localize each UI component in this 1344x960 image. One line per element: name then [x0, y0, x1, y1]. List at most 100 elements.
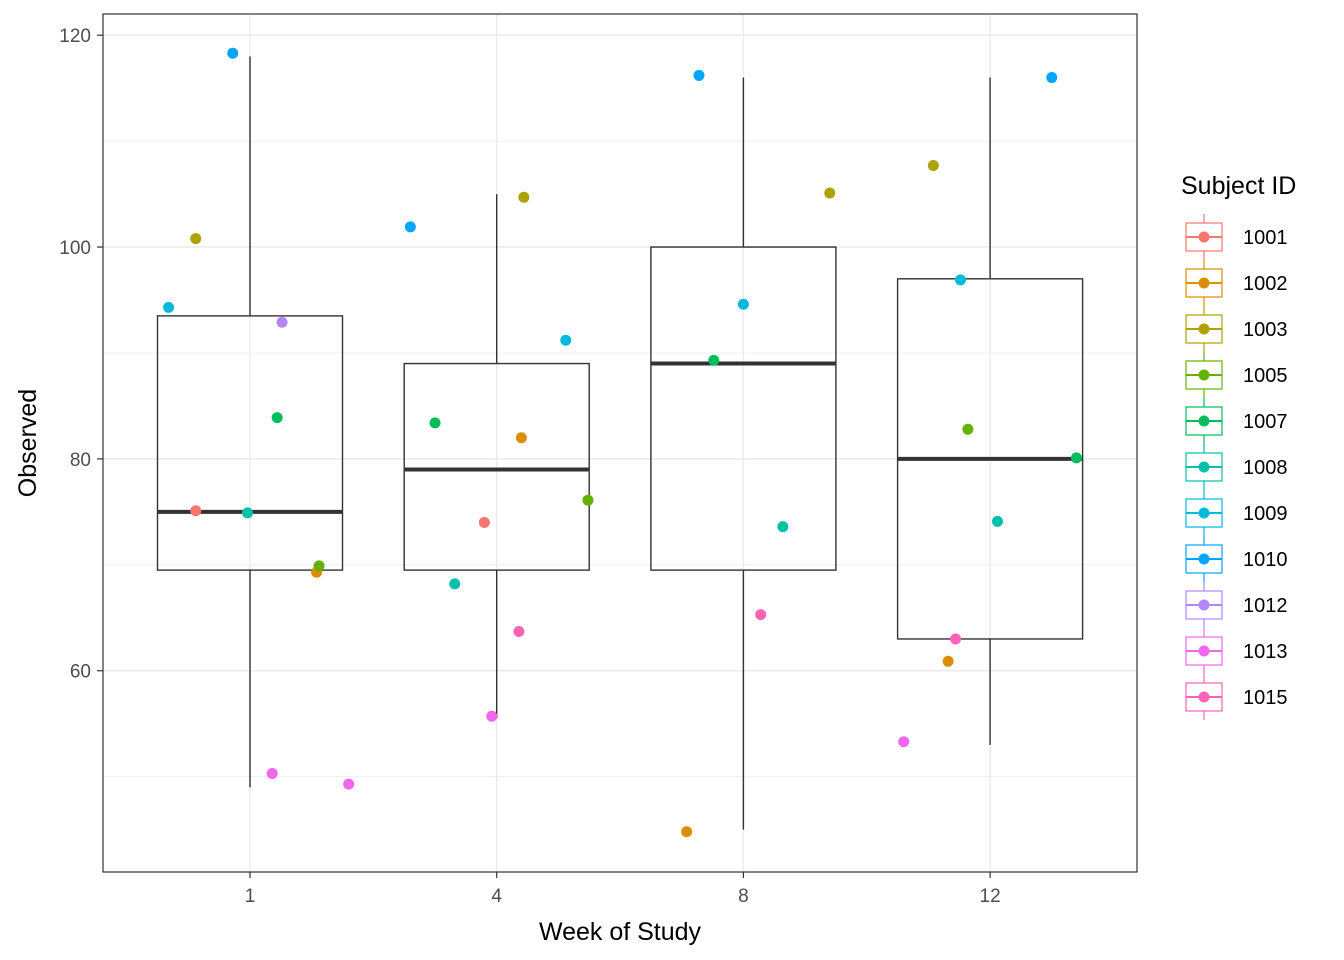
legend-item-1002: 1002 [1185, 260, 1288, 306]
data-point [1070, 452, 1082, 464]
box-week-1 [156, 56, 344, 788]
box-iqr [650, 246, 837, 571]
legend-key-point [1198, 415, 1210, 427]
legend-label: 1013 [1243, 641, 1288, 663]
legend-label: 1015 [1243, 687, 1288, 709]
legend-item-1015: 1015 [1185, 674, 1288, 720]
data-point [992, 515, 1004, 527]
legend-key-point [1198, 553, 1210, 565]
legend-label: 1002 [1243, 273, 1288, 295]
data-point [898, 736, 910, 748]
data-point [486, 710, 498, 722]
data-point [343, 778, 355, 790]
box-iqr [403, 362, 590, 571]
legend-key [1185, 214, 1223, 260]
data-point [737, 298, 749, 310]
legend-label: 1010 [1243, 549, 1288, 571]
legend-key-point [1198, 461, 1210, 473]
series-1015 [513, 609, 962, 645]
series-1013 [266, 710, 910, 790]
legend-key [1185, 398, 1223, 444]
data-point [518, 191, 530, 203]
plot-border [102, 13, 1138, 873]
legend-key-point [1198, 277, 1210, 289]
data-point [824, 187, 836, 199]
legend-item-1013: 1013 [1185, 628, 1288, 674]
legend-key [1185, 536, 1223, 582]
legend-items: 1001 1002 1003 1005 1007 1008 1009 1010 1012 1013… [1185, 214, 1288, 720]
data-point [942, 655, 954, 667]
data-point [755, 609, 767, 621]
data-point [404, 221, 416, 233]
legend-item-1003: 1003 [1185, 306, 1288, 352]
data-point [777, 521, 789, 533]
legend-label: 1012 [1243, 595, 1288, 617]
y-tick-label: 60 [70, 662, 91, 683]
legend-label: 1008 [1243, 457, 1288, 479]
data-point [708, 354, 720, 366]
series-1009 [163, 274, 966, 346]
data-point [163, 301, 175, 313]
x-axis-title: Week of Study [539, 918, 702, 946]
box-iqr [156, 315, 344, 571]
legend-label: 1007 [1243, 411, 1288, 433]
legend-key [1185, 582, 1223, 628]
box-layer [156, 56, 1084, 830]
data-point [693, 69, 705, 81]
y-tick-label: 80 [70, 450, 91, 471]
legend-label: 1001 [1243, 227, 1288, 249]
legend-key-point [1198, 599, 1210, 611]
data-point [513, 626, 525, 638]
legend-key-point [1198, 231, 1210, 243]
legend-label: 1003 [1243, 319, 1288, 341]
data-point [950, 633, 962, 645]
series-1001 [190, 505, 490, 528]
legend-item-1008: 1008 [1185, 444, 1288, 490]
data-point [190, 233, 202, 245]
data-point [242, 507, 254, 519]
legend-label: 1009 [1243, 503, 1288, 525]
legend-item-1007: 1007 [1185, 398, 1288, 444]
x-tick-label: 8 [738, 886, 749, 907]
legend-key [1185, 260, 1223, 306]
box-week-8 [650, 77, 837, 830]
series-1003 [190, 159, 939, 245]
data-point [313, 560, 325, 572]
plot-background [103, 14, 1137, 872]
series-1012 [276, 316, 288, 328]
point-layer [163, 47, 1082, 838]
y-axis-title: Observed [14, 389, 42, 497]
x-tick-label: 12 [980, 886, 1001, 907]
series-1010 [227, 47, 1058, 233]
legend-key [1185, 628, 1223, 674]
legend-title: Subject ID [1181, 172, 1296, 200]
data-point [1046, 72, 1058, 84]
data-point [954, 274, 966, 286]
legend-key [1185, 352, 1223, 398]
data-point [927, 159, 939, 171]
data-point [190, 505, 202, 517]
series-1007 [271, 354, 1082, 464]
legend-key [1185, 490, 1223, 536]
legend-key [1185, 306, 1223, 352]
legend-key-point [1198, 691, 1210, 703]
legend-item-1001: 1001 [1185, 214, 1288, 260]
legend-item-1005: 1005 [1185, 352, 1288, 398]
legend-key-point [1198, 645, 1210, 657]
data-point [478, 516, 490, 528]
legend-item-1012: 1012 [1185, 582, 1288, 628]
legend-key-point [1198, 323, 1210, 335]
data-point [449, 578, 461, 590]
legend-label: 1005 [1243, 365, 1288, 387]
data-point [429, 417, 441, 429]
legend-key [1185, 444, 1223, 490]
series-1008 [242, 507, 1004, 590]
data-point [962, 423, 974, 435]
data-point [227, 47, 239, 59]
legend-key [1185, 674, 1223, 720]
y-tick-label: 100 [59, 238, 91, 259]
legend-item-1009: 1009 [1185, 490, 1288, 536]
data-point [681, 826, 693, 838]
legend-key-point [1198, 507, 1210, 519]
x-tick-label: 4 [491, 886, 502, 907]
